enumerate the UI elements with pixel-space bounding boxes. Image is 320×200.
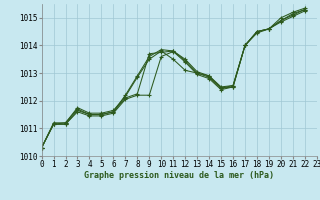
- X-axis label: Graphe pression niveau de la mer (hPa): Graphe pression niveau de la mer (hPa): [84, 171, 274, 180]
